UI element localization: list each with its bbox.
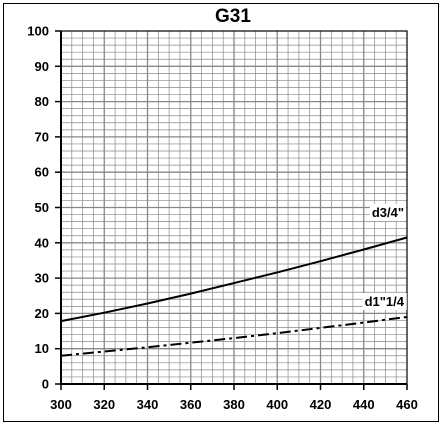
y-tick-label: 90: [35, 59, 49, 74]
y-tick-label: 0: [42, 377, 49, 392]
series-label-bg: [362, 293, 407, 310]
x-axis-ticks: 300 320 340 360 380 400 420 440 460: [50, 384, 418, 412]
x-tick-label: 300: [50, 397, 72, 412]
x-tick-label: 320: [93, 397, 115, 412]
x-tick-label: 420: [310, 397, 332, 412]
series-group: d3/4" d1"1/4: [60, 204, 408, 357]
x-tick-label: 340: [137, 397, 159, 412]
grid: [61, 31, 407, 384]
outer-frame: [3, 3, 439, 422]
y-tick-label: 50: [35, 200, 49, 215]
y-tick-label: 30: [35, 271, 49, 286]
series-line-2: [60, 315, 408, 357]
x-tick-label: 380: [223, 397, 245, 412]
y-tick-label: 70: [35, 129, 49, 144]
series-label-bg: [369, 204, 406, 221]
chart-title: G31: [215, 6, 251, 27]
y-tick-label: 100: [27, 24, 49, 39]
y-tick-label: 20: [35, 306, 49, 321]
series-label-2: d1"1/4: [365, 294, 405, 309]
y-tick-label: 60: [35, 165, 49, 180]
series-line-1: [60, 236, 408, 323]
x-tick-label: 400: [266, 397, 288, 412]
x-tick-label: 460: [396, 397, 418, 412]
x-tick-label: 440: [353, 397, 375, 412]
y-tick-label: 10: [35, 341, 49, 356]
y-tick-label: 80: [35, 94, 49, 109]
y-axis-ticks: 0 10 20 30 40 50 60 70 80 90 100: [27, 24, 61, 392]
series-label-1: d3/4": [372, 205, 404, 220]
x-tick-label: 360: [180, 397, 202, 412]
y-tick-label: 40: [35, 235, 49, 250]
